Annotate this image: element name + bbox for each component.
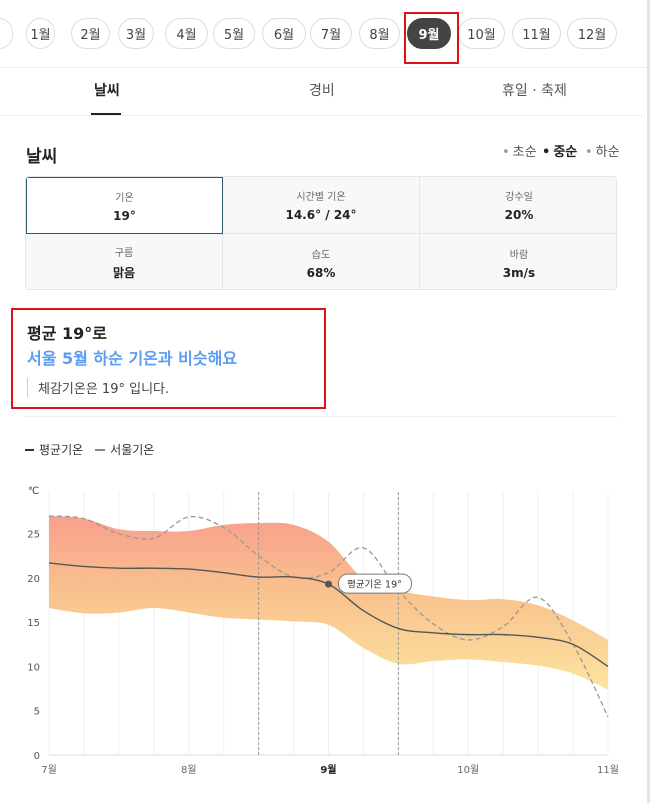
month-8[interactable]: 8월	[359, 18, 400, 49]
y-tick-label: 15	[27, 618, 40, 629]
chart-unit-label: ℃	[28, 486, 39, 497]
stat-value: 19°	[113, 208, 136, 223]
period-dot: •	[502, 145, 510, 160]
summary-average: 평균 19°로	[27, 324, 107, 343]
stat-wind[interactable]: 바람 3m/s	[420, 234, 616, 289]
x-tick-label: 8월	[181, 764, 197, 776]
stat-cloud[interactable]: 구름 맑음	[26, 234, 223, 289]
month-7[interactable]: 7월	[310, 18, 352, 49]
temperature-range-band	[49, 516, 608, 690]
x-tick-label: 10월	[457, 764, 479, 776]
stat-value: 3m/s	[502, 265, 536, 280]
tab-weather[interactable]: 날씨	[94, 83, 120, 99]
stat-humidity[interactable]: 습도 68%	[223, 234, 420, 289]
scrollbar-track[interactable]	[647, 0, 650, 803]
stat-label: 시간별 기온	[296, 192, 346, 203]
tab-holidays[interactable]: 휴일 · 축제	[502, 83, 567, 99]
month-12[interactable]: 12월	[567, 18, 617, 49]
annotation-label: 평균기온 19°	[347, 580, 402, 591]
month-2[interactable]: 2월	[71, 18, 110, 49]
stat-hourly-temp[interactable]: 시간별 기온 14.6° / 24°	[223, 177, 420, 234]
period-late[interactable]: • 하순	[585, 141, 620, 160]
stat-value: 68%	[306, 265, 336, 280]
average-point-marker	[325, 580, 332, 588]
tab-expenses[interactable]: 경비	[309, 83, 335, 99]
y-tick-label: 0	[34, 751, 40, 762]
period-label: 하순	[595, 145, 620, 160]
temperature-chart: ℃ 0 5 10 15 20 25 7월 8월 9월 10월 11월 평균기온 19°	[27, 486, 619, 776]
summary-feels-like: 체감기온은 19° 입니다.	[27, 378, 169, 397]
month-1[interactable]: 1월	[26, 18, 55, 49]
stat-temperature[interactable]: 기온 19°	[26, 177, 223, 234]
period-label: 초순	[512, 145, 537, 160]
annotation-bubble	[338, 573, 412, 594]
legend-dashed-swatch	[95, 448, 106, 451]
section-title: 날씨	[26, 147, 58, 167]
chart-legend: 평균기온 서울기온	[25, 441, 154, 458]
stat-value: 20%	[504, 208, 534, 222]
stat-rain-days[interactable]: 강수일 20%	[420, 177, 616, 234]
legend-solid-swatch	[25, 448, 34, 451]
month-9[interactable]: 9월	[407, 18, 451, 49]
legend-avg-label: 평균기온	[39, 443, 84, 457]
tab-active-indicator	[91, 113, 121, 115]
period-dot: •	[542, 145, 551, 160]
stat-label: 바람	[509, 249, 529, 261]
month-11[interactable]: 11월	[512, 18, 561, 49]
period-dot: •	[585, 145, 593, 160]
period-mid[interactable]: • 중순	[542, 141, 577, 160]
y-tick-label: 5	[34, 707, 40, 718]
month-highlight-box	[404, 12, 459, 64]
stat-label: 습도	[311, 249, 331, 261]
period-label: 중순	[553, 145, 578, 160]
month-10[interactable]: 10월	[458, 18, 505, 49]
stat-label: 구름	[114, 248, 134, 259]
section-divider	[25, 416, 617, 417]
stat-label: 강수일	[505, 192, 533, 203]
x-tick-label: 9월	[320, 764, 336, 776]
month-5[interactable]: 5월	[213, 18, 255, 49]
month-6[interactable]: 6월	[262, 18, 306, 49]
tab-bar: 날씨 경비 휴일 · 축제	[0, 68, 643, 116]
month-prev-fragment[interactable]	[0, 18, 13, 49]
x-tick-label: 11월	[597, 764, 619, 776]
stat-value: 14.6° / 24°	[285, 208, 357, 222]
y-tick-label: 10	[27, 662, 40, 673]
summary-comparison: 서울 5월 하순 기온과 비슷해요	[27, 349, 238, 368]
legend-seoul-label: 서울기온	[110, 443, 155, 457]
month-3[interactable]: 3월	[118, 18, 154, 49]
y-tick-label: 25	[27, 530, 40, 541]
x-tick-label: 7월	[41, 764, 57, 776]
temperature-summary: 평균 19°로 서울 5월 하순 기온과 비슷해요 체감기온은 19° 입니다.	[11, 308, 326, 409]
y-tick-label: 20	[27, 574, 40, 585]
seoul-temperature-line	[48, 515, 609, 718]
month-4[interactable]: 4월	[165, 18, 208, 49]
period-early[interactable]: • 초순	[502, 141, 537, 160]
weather-stats-grid: 기온 19° 시간별 기온 14.6° / 24° 강수일 20% 구름 맑음 …	[25, 176, 617, 290]
stat-value: 맑음	[112, 266, 136, 280]
stat-label: 기온	[115, 192, 134, 204]
month-selector: 1월 2월 3월 4월 5월 6월 7월 8월 9월 10월 11월 12월	[0, 0, 650, 68]
